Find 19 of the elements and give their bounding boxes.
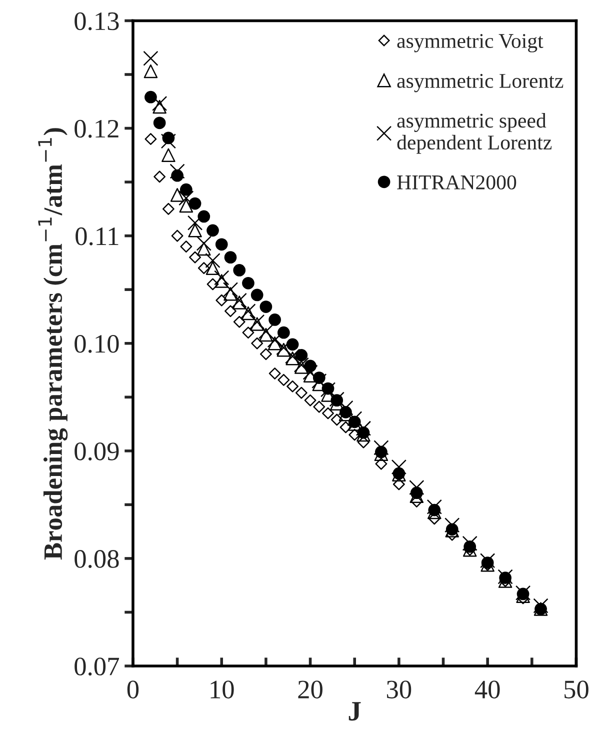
y-tick-label: 0.09	[74, 442, 119, 460]
legend-label: asymmetric Voigt	[397, 34, 544, 52]
legend-label: asymmetric speed dependent Lorentz	[397, 113, 552, 154]
legend-label: asymmetric Lorentz	[397, 74, 564, 92]
y-tick-label: 0.13	[74, 12, 119, 30]
y-tick-label: 0.07	[74, 658, 120, 676]
x-tick-label: 40	[474, 680, 500, 698]
x-tick-label: 10	[210, 680, 234, 698]
y-tick-label: 0.08	[74, 550, 119, 568]
y-tick-label: 0.12	[74, 120, 118, 138]
x-tick-label: 0	[127, 680, 139, 698]
x-tick-label: 50	[564, 680, 588, 698]
x-axis-title: J	[348, 702, 361, 721]
y-tick-label: 0.11	[76, 227, 118, 246]
legend-label: HITRAN2000	[397, 175, 516, 190]
x-tick-label: 30	[386, 680, 412, 698]
y-axis-title: Broadening parameters (cm$^{−1}$/atm$^{−1}$)	[38, 128, 68, 560]
y-tick-label: 0.10	[74, 334, 119, 353]
x-tick-label: 20	[298, 680, 322, 698]
